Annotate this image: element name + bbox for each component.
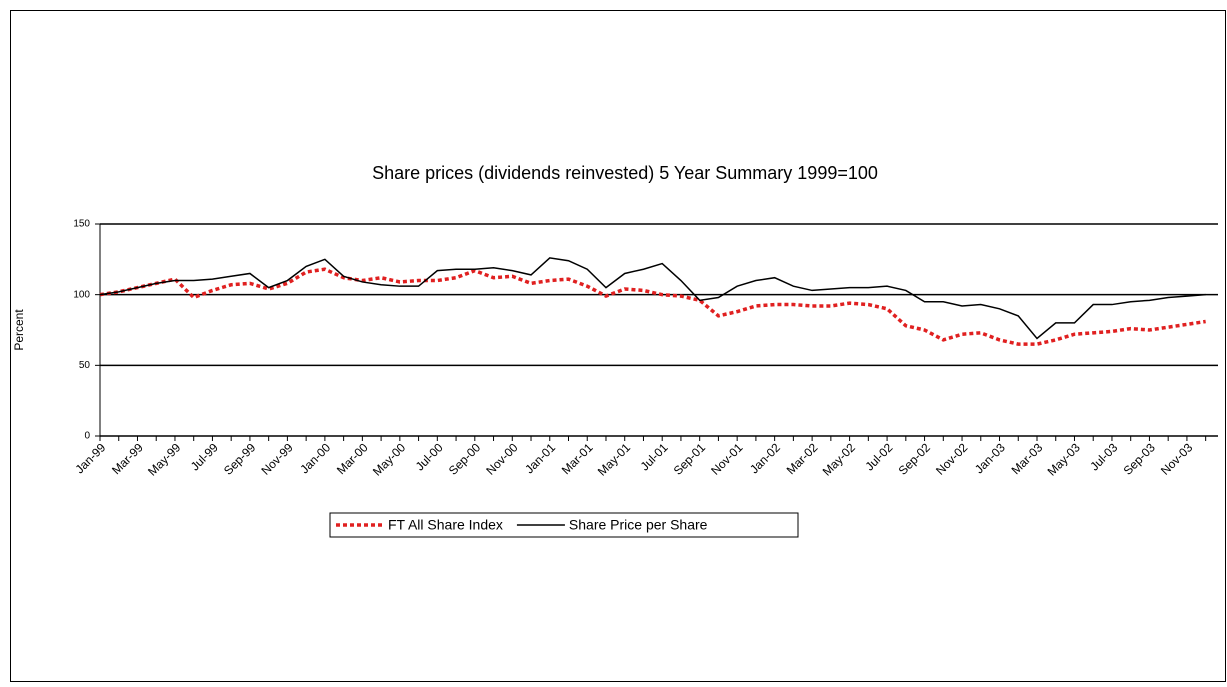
x-tick-label: Mar-00: [334, 440, 371, 477]
x-tick-label: Jan-02: [747, 440, 783, 476]
y-tick-label: 50: [79, 360, 91, 371]
x-tick-label: Nov-01: [708, 440, 745, 477]
x-tick-label: Sep-01: [671, 440, 708, 477]
x-tick-label: Jan-00: [297, 440, 333, 476]
x-tick-label: Sep-00: [446, 440, 483, 477]
frame: [10, 10, 1226, 682]
x-tick-label: Jul-00: [413, 440, 446, 473]
series-line: [99, 257, 1206, 340]
x-tick-label: Sep-99: [221, 440, 258, 477]
x-tick-label: Mar-02: [784, 440, 821, 477]
y-tick-label: 150: [73, 219, 90, 230]
x-tick-label: Nov-02: [933, 440, 970, 477]
x-tick-label: May-99: [145, 440, 183, 478]
series-line: [99, 267, 1206, 346]
x-tick-label: Jul-01: [638, 440, 671, 473]
x-tick-label: Mar-99: [109, 440, 146, 477]
chart-title: Share prices (dividends reinvested) 5 Ye…: [372, 163, 878, 183]
x-tick-label: Nov-99: [259, 440, 296, 477]
y-tick-label: 0: [84, 431, 90, 442]
x-tick-label: May-01: [595, 440, 633, 478]
legend-label: Share Price per Share: [569, 517, 708, 533]
x-tick-label: Jul-02: [862, 440, 895, 473]
y-axis-label: Percent: [12, 309, 26, 351]
x-tick-label: Jul-03: [1087, 440, 1120, 473]
legend-box: [329, 512, 799, 538]
x-tick-label: Jan-01: [522, 440, 558, 476]
x-tick-label: Nov-03: [1158, 440, 1195, 477]
x-tick-label: Sep-03: [1121, 440, 1158, 477]
x-tick-label: Jan-03: [972, 440, 1008, 476]
y-tick-label: 100: [73, 289, 90, 300]
x-tick-label: Nov-00: [483, 440, 520, 477]
x-tick-label: Mar-01: [559, 440, 596, 477]
x-tick-label: Mar-03: [1009, 440, 1046, 477]
legend-label: FT All Share Index: [388, 517, 503, 533]
x-tick-label: Jan-99: [73, 440, 109, 476]
x-tick-label: Jul-99: [188, 440, 221, 473]
x-tick-label: Sep-02: [896, 440, 933, 477]
x-tick-label: May-03: [1045, 440, 1083, 478]
x-tick-label: May-00: [370, 440, 408, 478]
x-tick-label: May-02: [820, 440, 858, 478]
